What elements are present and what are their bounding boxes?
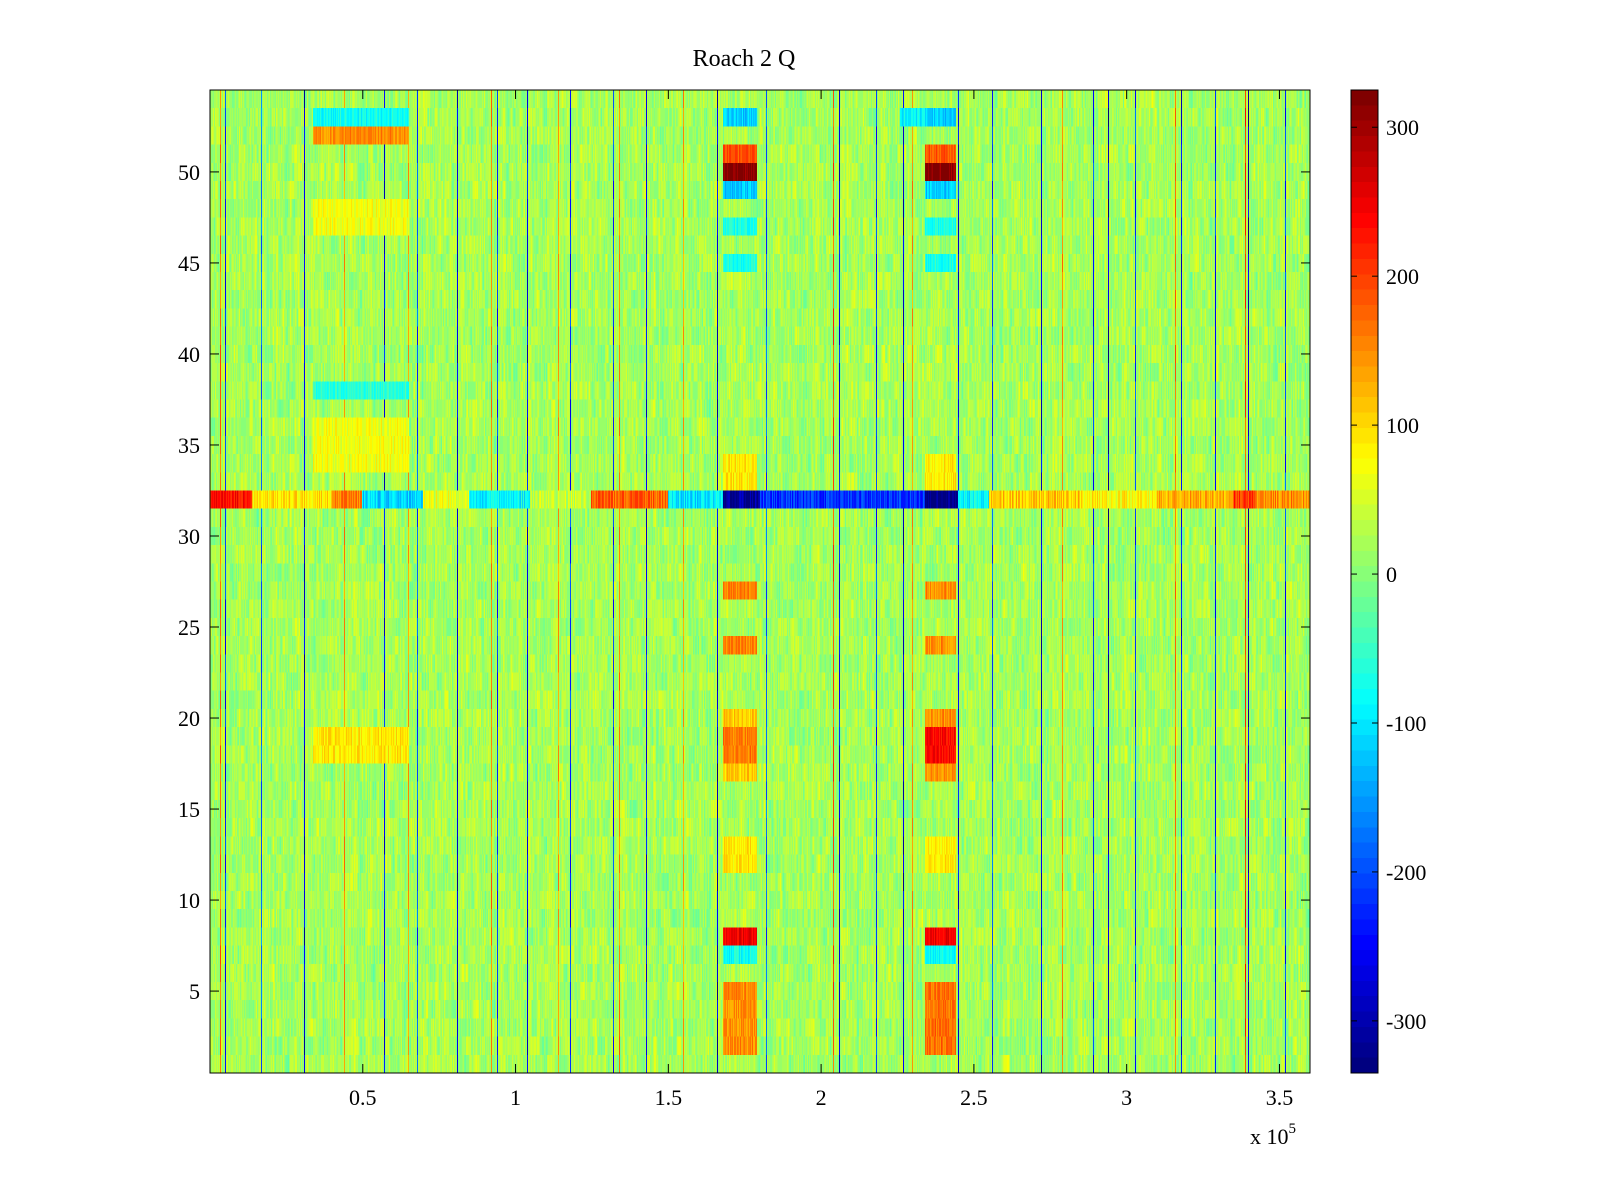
colorbar-tick-label: 100 [1386,413,1419,438]
x-tick-label: 1 [510,1085,521,1110]
colorbar-ticks: 300 200 100 0 -100 -200 -300 [1351,115,1426,1034]
y-tick-label: 45 [178,251,200,276]
x-tick-label: 3.5 [1266,1085,1294,1110]
y-tick-label: 40 [178,342,200,367]
colorbar-tick-label: -300 [1386,1009,1426,1034]
x-axis-exponent-label: x 105 [1250,1121,1296,1149]
x-tick-label: 0.5 [349,1085,377,1110]
y-axis: 5 10 15 20 25 30 35 40 45 50 [178,160,1310,1004]
y-tick-label: 15 [178,797,200,822]
y-tick-label: 30 [178,524,200,549]
colorbar-tick-label: -200 [1386,860,1426,885]
y-tick-label: 5 [189,979,200,1004]
x-tick-label: 1.5 [655,1085,683,1110]
x-tick-label: 2 [816,1085,827,1110]
x-tick-label: 3 [1121,1085,1132,1110]
chart-title: Roach 2 Q [693,46,796,72]
x-exponent-base: x 10 [1250,1124,1289,1149]
y-tick-label: 50 [178,160,200,185]
x-axis: 0.5 1 1.5 2 2.5 3 3.5 [349,90,1293,1110]
x-exponent-power: 5 [1289,1121,1297,1137]
colorbar-tick-label: -100 [1386,711,1426,736]
colorbar: 300 200 100 0 -100 -200 -300 [1350,89,1426,1074]
colorbar-tick-label: 0 [1386,562,1397,587]
y-tick-label: 35 [178,433,200,458]
y-tick-label: 10 [178,888,200,913]
colorbar-frame [1350,89,1379,1074]
heatmap [210,90,1310,1073]
plot-frame [209,89,1311,1074]
colorbar-tick-label: 200 [1386,264,1419,289]
x-tick-label: 2.5 [960,1085,988,1110]
colorbar-tick-label: 300 [1386,115,1419,140]
heatmap-cells [210,90,1310,1073]
colorbar-gradient [1351,90,1378,1073]
y-tick-label: 20 [178,706,200,731]
y-tick-label: 25 [178,615,200,640]
